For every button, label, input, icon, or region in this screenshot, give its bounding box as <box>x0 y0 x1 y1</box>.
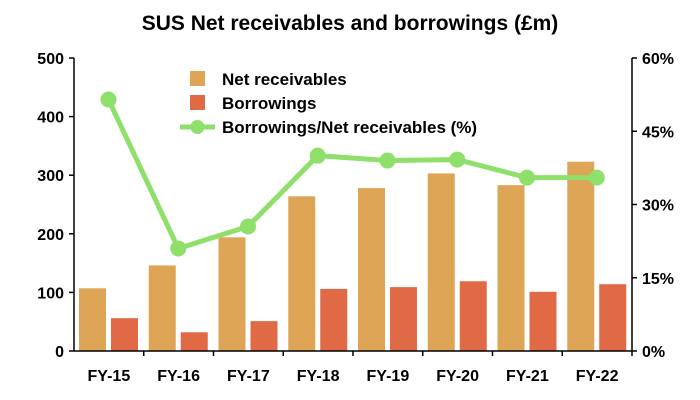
legend-swatch <box>190 95 205 110</box>
x-tick-label: FY-21 <box>506 368 549 385</box>
x-tick-label: FY-18 <box>297 368 340 385</box>
left-tick-label: 200 <box>37 227 64 244</box>
legend-label: Borrowings/Net receivables (%) <box>222 118 477 137</box>
x-tick-label: FY-15 <box>88 368 131 385</box>
x-tick-label: FY-22 <box>576 368 619 385</box>
net-receivables-bar <box>79 288 106 351</box>
left-tick-label: 0 <box>55 344 64 361</box>
left-tick-label: 300 <box>37 168 64 185</box>
bars-layer <box>79 161 627 351</box>
net-receivables-bar <box>288 196 316 351</box>
net-receivables-bar <box>148 265 176 351</box>
ratio-point <box>240 218 256 235</box>
borrowings-bar <box>250 321 278 351</box>
net-receivables-bar <box>497 185 525 351</box>
borrowings-bar <box>459 281 487 351</box>
left-tick-label: 400 <box>37 110 64 127</box>
left-tick-label: 500 <box>37 51 64 68</box>
net-receivables-bar <box>358 188 385 351</box>
ratio-line <box>106 98 597 251</box>
ratio-point <box>519 169 535 186</box>
legend-marker <box>190 120 205 134</box>
borrowings-bar <box>111 318 138 351</box>
line-layer <box>100 91 605 257</box>
borrowings-bar <box>390 287 417 351</box>
right-tick-label: 0% <box>642 344 665 361</box>
x-tick-label: FY-20 <box>436 368 479 385</box>
legend-label: Borrowings <box>222 94 316 113</box>
ratio-point <box>449 151 466 168</box>
ratio-point <box>309 147 326 164</box>
ratio-point <box>170 240 187 257</box>
right-tick-label: 60% <box>642 51 674 68</box>
chart-title: SUS Net receivables and borrowings (£m) <box>142 12 559 35</box>
ratio-point <box>379 152 396 169</box>
legend: Net receivables Borrowings Borrowings/Net … <box>180 70 477 137</box>
right-tick-label: 45% <box>642 124 674 141</box>
legend-label: Net receivables <box>222 70 347 89</box>
borrowings-bar <box>320 288 348 351</box>
legend-swatch <box>190 71 205 86</box>
net-receivables-bar <box>567 161 595 351</box>
net-receivables-bar <box>427 173 455 351</box>
borrowings-bar <box>180 332 208 351</box>
right-tick-label: 15% <box>642 271 674 288</box>
right-tick-label: 30% <box>642 198 674 215</box>
axes-layer: 0 100 200 300 400 500 0% 15% 30% 45% 60% FY-15 FY-16… <box>37 51 674 385</box>
x-tick-label: FY-17 <box>227 368 270 385</box>
borrowings-bar <box>599 284 627 351</box>
ratio-point <box>100 91 117 108</box>
ratio-point <box>588 169 605 186</box>
x-tick-label: FY-19 <box>367 368 410 385</box>
borrowings-bar <box>529 291 557 351</box>
x-tick-label: FY-16 <box>157 368 200 385</box>
left-tick-label: 100 <box>37 285 64 302</box>
net-receivables-bar <box>218 237 246 351</box>
